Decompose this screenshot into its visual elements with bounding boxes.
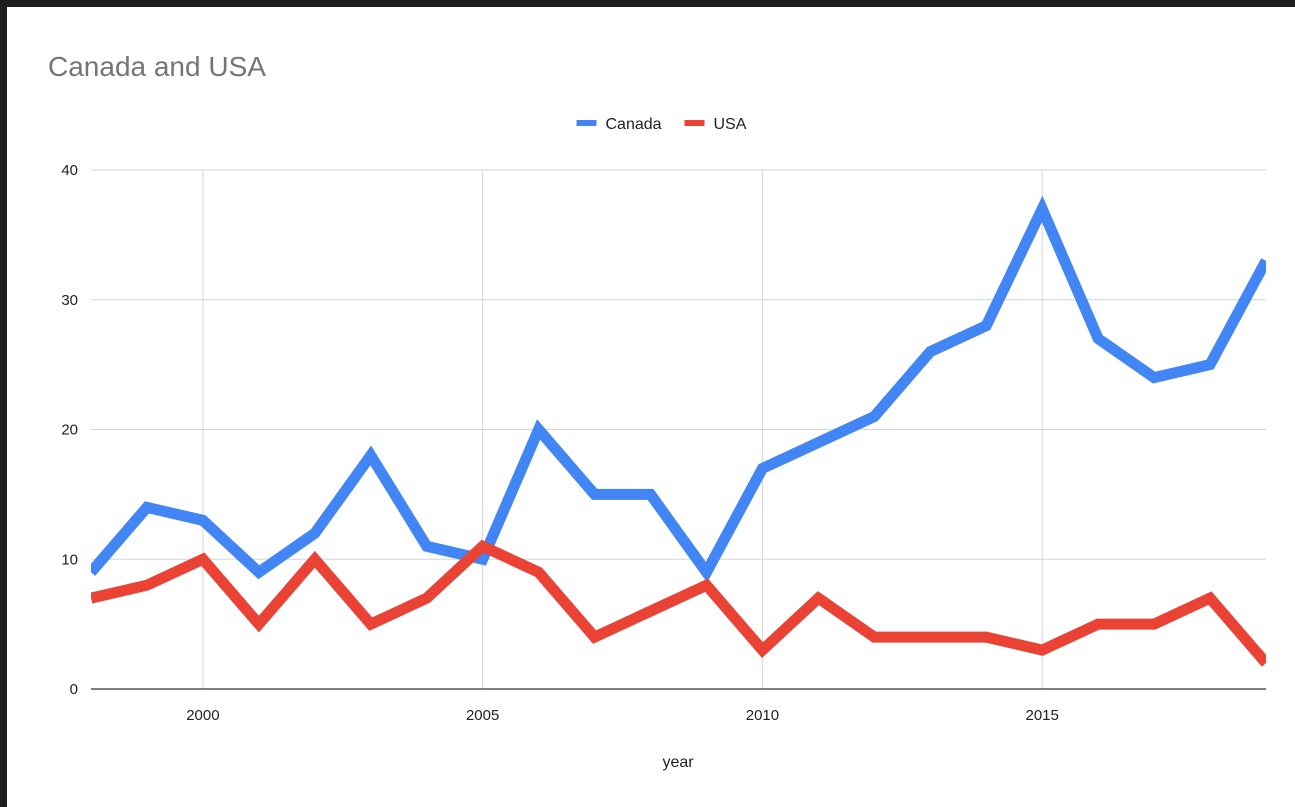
series-line-canada	[91, 195, 1266, 583]
x-tick-label: 2000	[186, 707, 219, 724]
x-tick-label: 2010	[746, 707, 779, 724]
legend: Canada USA	[576, 116, 747, 133]
line-chart: 0 10 20 30 40 2000 2005 2010 2015 Canada USA year	[61, 116, 1266, 771]
chart-title: Canada and USA	[48, 51, 266, 82]
y-tick-label: 40	[61, 162, 78, 179]
axes: 0 10 20 30 40 2000 2005 2010 2015	[61, 162, 1266, 724]
x-axis-title: year	[662, 754, 694, 771]
chart-container: Canada and USA 0 10 20 30 40 2000 2005 2010 2015…	[7, 7, 1295, 807]
y-tick-label: 20	[61, 422, 78, 439]
x-tick-label: 2005	[466, 707, 499, 724]
y-tick-label: 0	[70, 681, 78, 698]
legend-label-canada: Canada	[606, 116, 662, 133]
x-tick-label: 2015	[1026, 707, 1059, 724]
legend-label-usa: USA	[714, 116, 747, 133]
series-lines	[91, 195, 1266, 667]
y-tick-label: 10	[61, 551, 78, 568]
y-tick-label: 30	[61, 292, 78, 309]
series-line-usa	[91, 539, 1266, 667]
